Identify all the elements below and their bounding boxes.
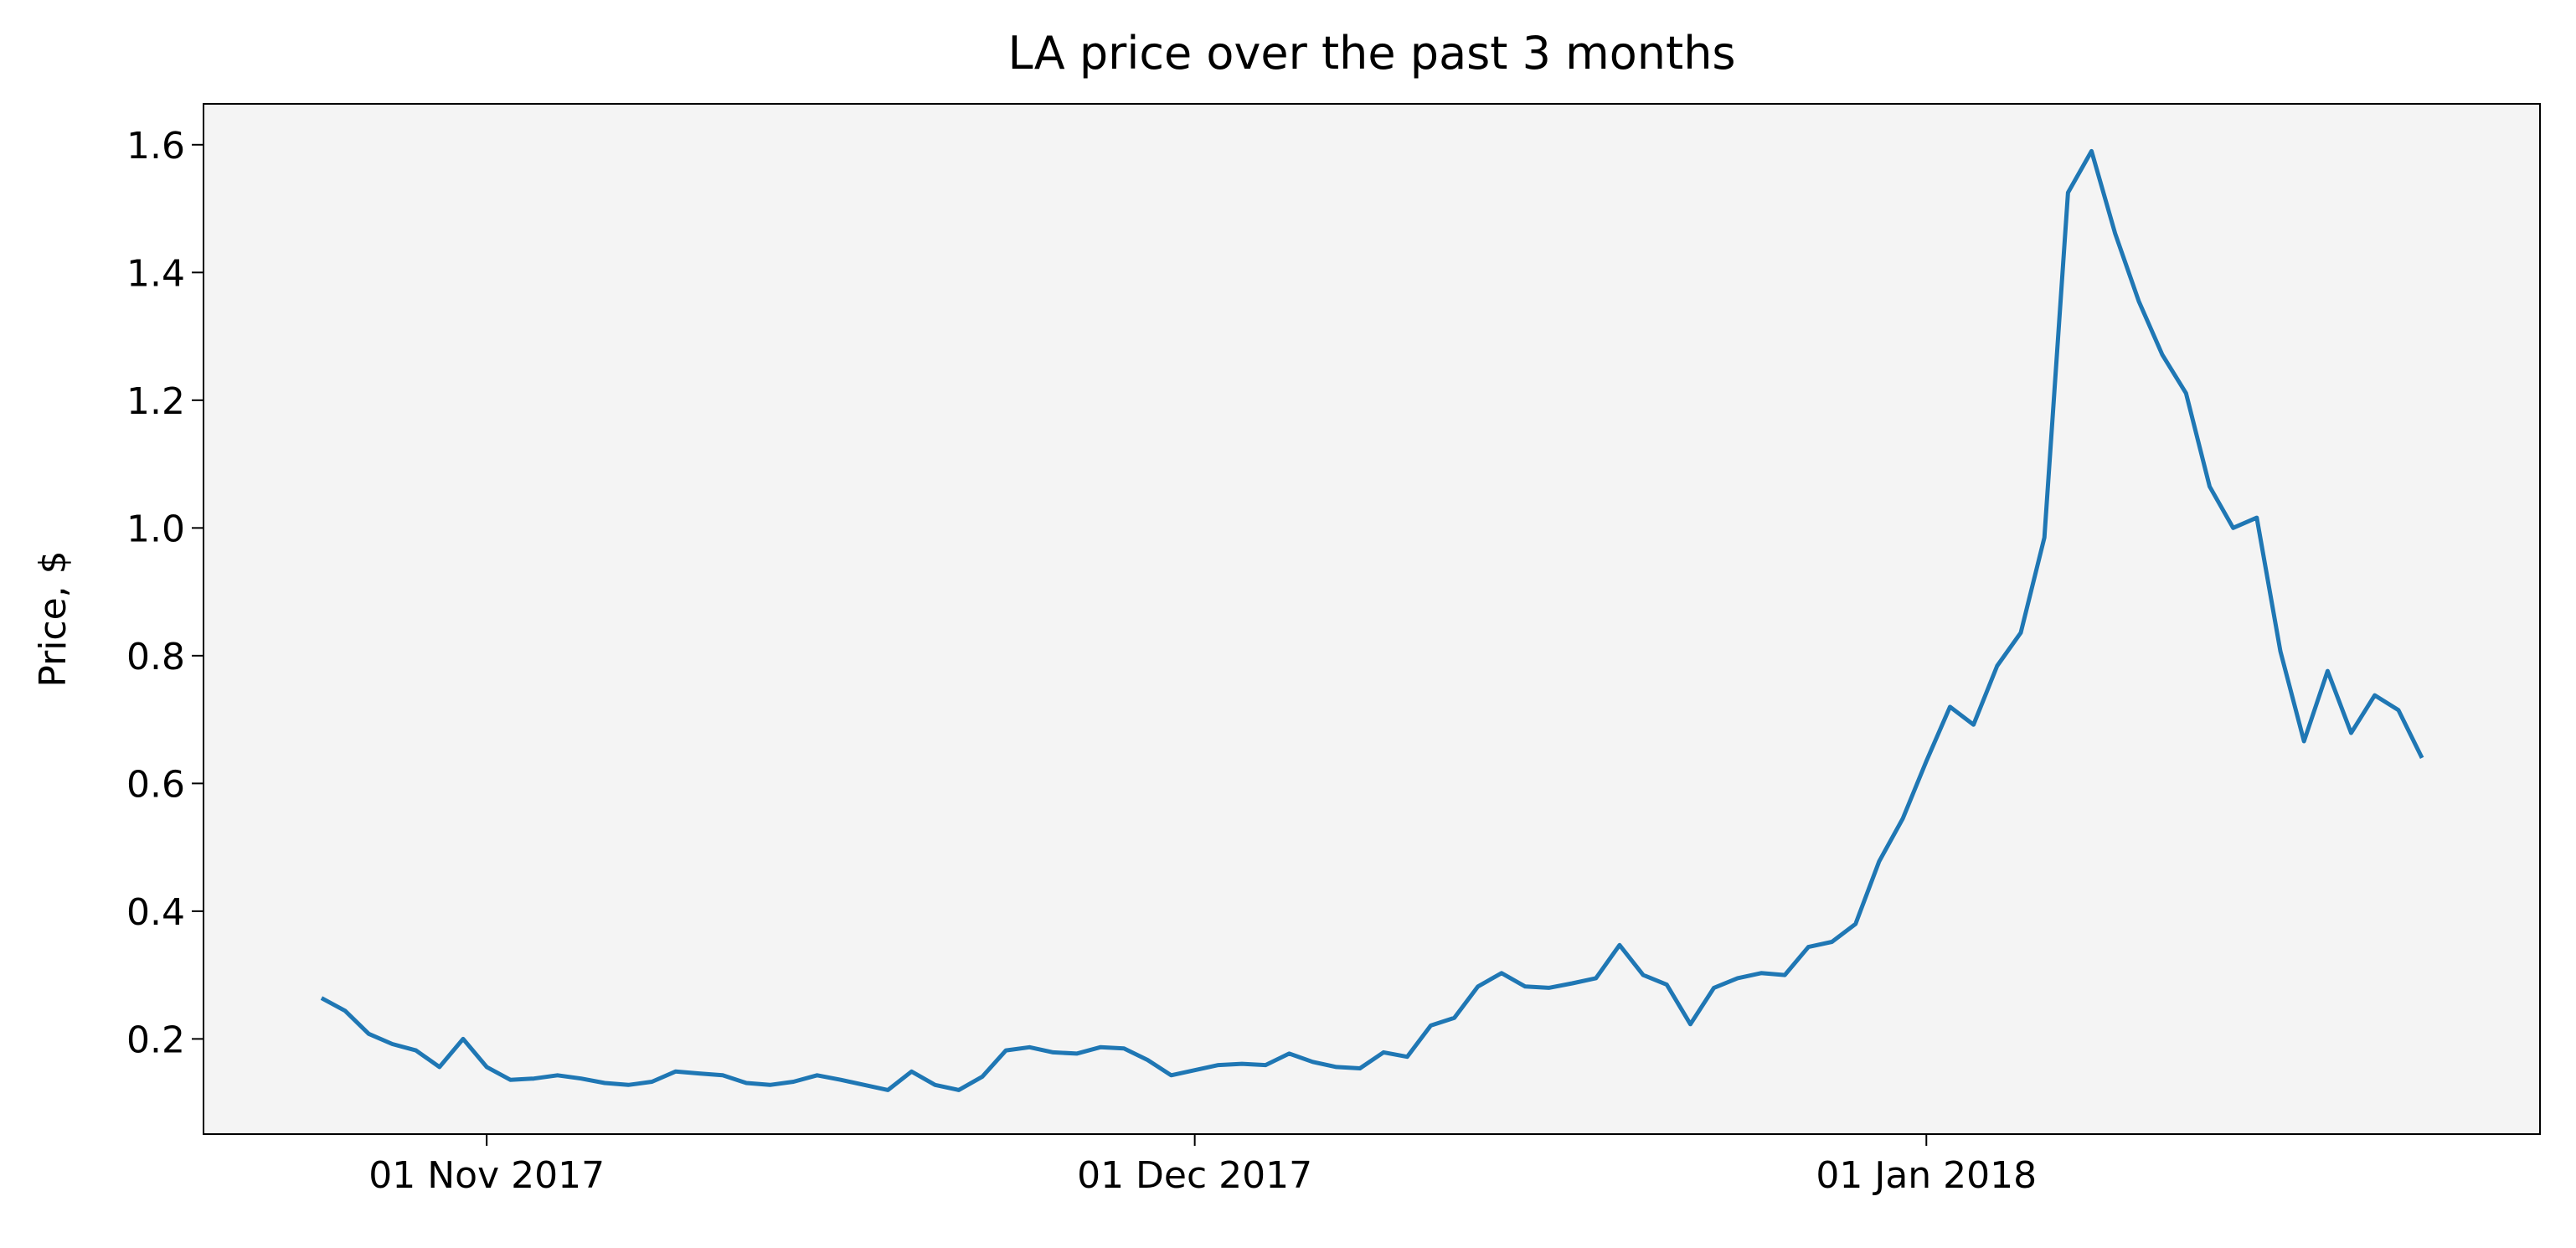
y-tick-label: 0.4 [126, 891, 185, 934]
chart-title: LA price over the past 3 months [1007, 27, 1735, 80]
y-tick-label: 1.6 [126, 125, 185, 168]
x-tick-label: 01 Jan 2018 [1816, 1154, 2037, 1197]
x-tick-label: 01 Dec 2017 [1077, 1154, 1312, 1197]
y-tick-label: 0.2 [126, 1019, 185, 1061]
x-tick-label: 01 Nov 2017 [368, 1154, 605, 1197]
price-line [320, 148, 2424, 1092]
y-tick-label: 1.0 [126, 508, 185, 550]
y-axis-label: Price, $ [32, 550, 75, 687]
y-tick-label: 0.6 [126, 763, 185, 806]
y-tick-label: 0.8 [126, 636, 185, 678]
plot-background [204, 104, 2540, 1134]
plot-frame [203, 103, 2541, 1135]
y-tick-label: 1.2 [126, 380, 185, 423]
y-tick-label: 1.4 [126, 252, 185, 295]
